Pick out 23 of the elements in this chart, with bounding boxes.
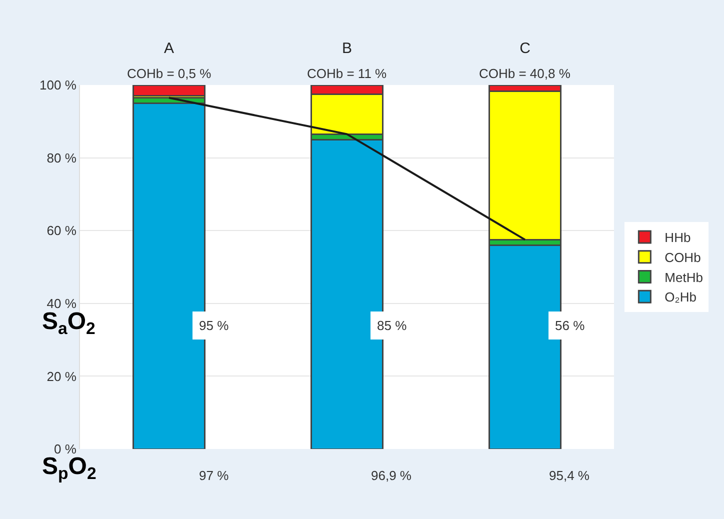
y-tick-label: 80 %: [46, 150, 77, 166]
text: 96,9 %: [371, 468, 412, 483]
bar: [132, 85, 206, 97]
annotation: COHb = 11 %: [307, 66, 388, 81]
text: 97 %: [199, 468, 230, 483]
y-tick-label: 60 %: [46, 223, 77, 238]
y-tick-label: 20 %: [46, 368, 77, 384]
y-tick-label: 100 %: [40, 78, 77, 93]
legend-label: HHb: [664, 230, 691, 246]
x-tick-label: A: [164, 40, 174, 57]
x-tick-label: B: [342, 40, 352, 57]
legend-label: O₂Hb: [664, 290, 696, 305]
annotation: S$_{a}$O$_{2}$: [42, 308, 96, 338]
data-label: 85 %: [377, 318, 408, 333]
legend-label: MetHb: [664, 270, 703, 285]
text: 95,4 %: [549, 468, 590, 483]
data-label: 95 %: [199, 318, 230, 333]
legend-label: COHb: [664, 250, 701, 265]
x-tick-label: C: [520, 40, 531, 57]
annotation: COHb = 0,5 %: [127, 66, 212, 81]
data-label: 56 %: [555, 318, 586, 333]
y-tick-label: 40 %: [46, 296, 77, 311]
annotation: COHb = 40,8 %: [479, 66, 571, 81]
